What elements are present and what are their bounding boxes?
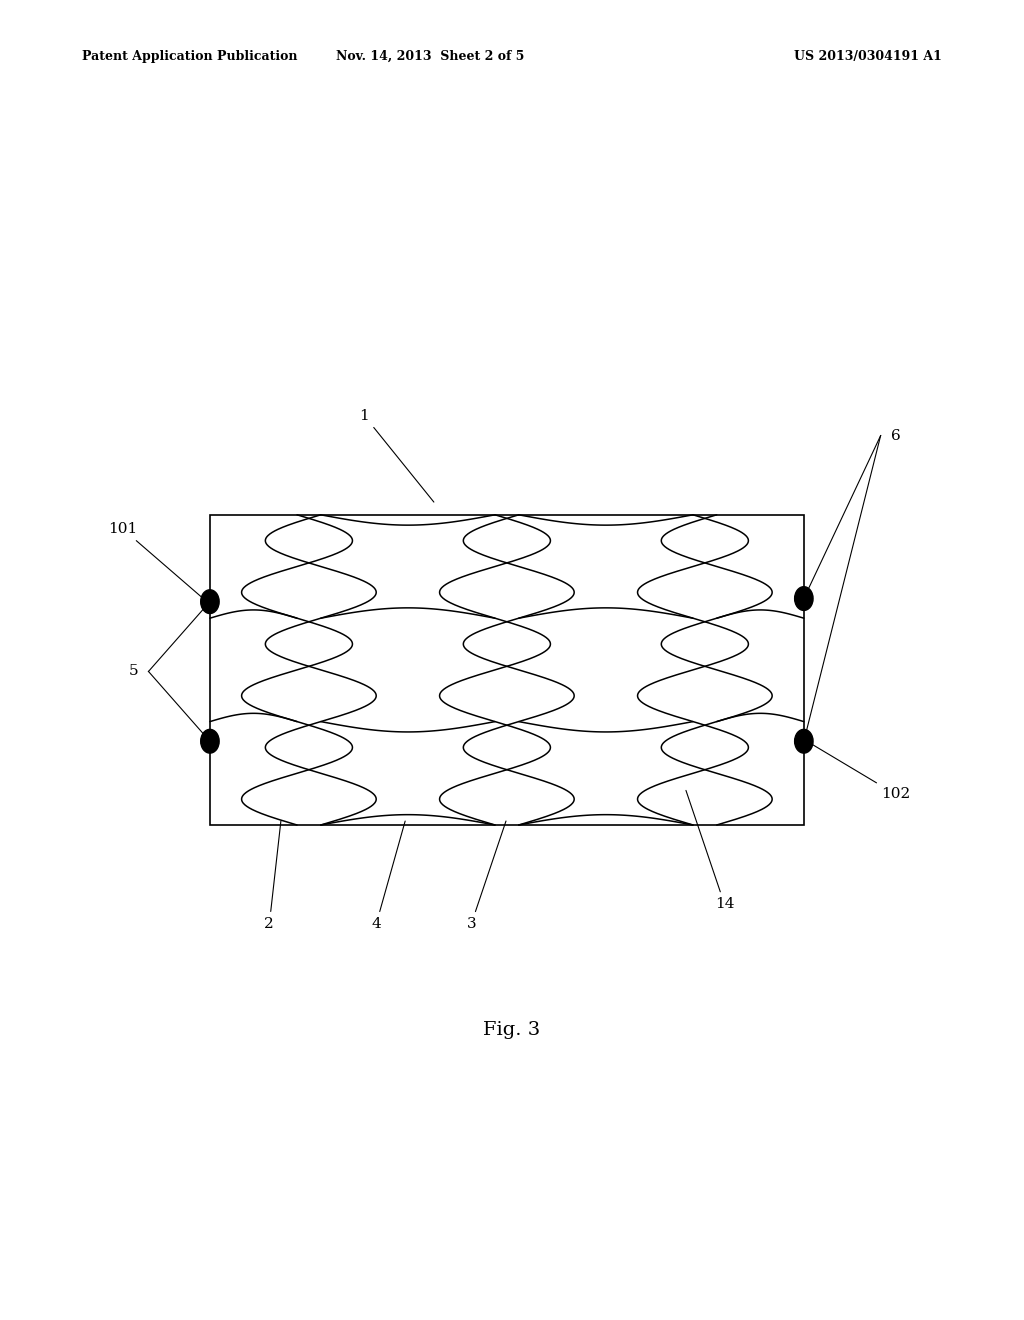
- Circle shape: [795, 586, 813, 610]
- Text: Nov. 14, 2013  Sheet 2 of 5: Nov. 14, 2013 Sheet 2 of 5: [336, 50, 524, 63]
- Text: 1: 1: [359, 409, 434, 502]
- Text: 101: 101: [109, 521, 205, 599]
- Text: 4: 4: [372, 821, 406, 931]
- Text: Fig. 3: Fig. 3: [483, 1020, 541, 1039]
- Text: Patent Application Publication: Patent Application Publication: [82, 50, 297, 63]
- Text: 5: 5: [129, 664, 138, 678]
- Text: 2: 2: [264, 821, 281, 931]
- Circle shape: [795, 730, 813, 754]
- Text: 3: 3: [467, 821, 506, 931]
- Circle shape: [201, 590, 219, 614]
- Circle shape: [201, 730, 219, 754]
- Text: US 2013/0304191 A1: US 2013/0304191 A1: [795, 50, 942, 63]
- Text: 6: 6: [891, 429, 901, 442]
- Text: 14: 14: [686, 791, 734, 911]
- Text: 102: 102: [809, 743, 910, 801]
- Bar: [210, 515, 804, 825]
